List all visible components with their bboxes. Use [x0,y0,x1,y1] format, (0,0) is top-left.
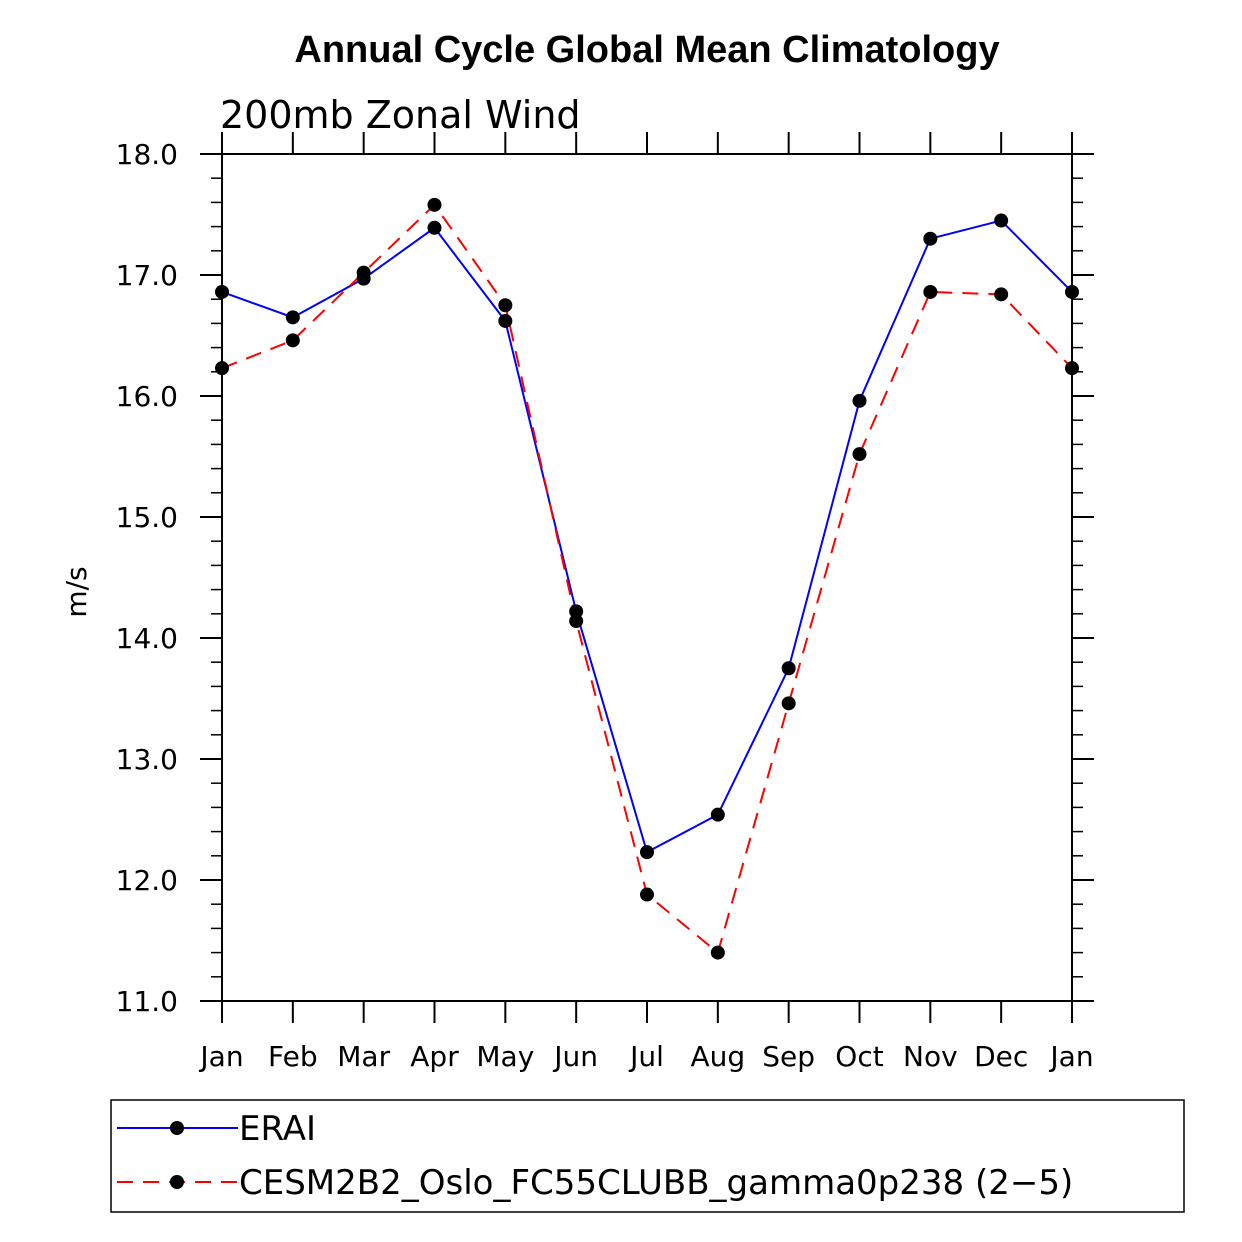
series-1-point [710,807,725,822]
series-1-point [498,313,513,328]
series-1-point [1065,284,1079,299]
series-layer [215,197,1079,960]
legend-label-2: CESM2B2_Oslo_FC55CLUBB_gamma0p238 (2−5) [239,1163,1073,1203]
chart-title: Annual Cycle Global Mean Climatology [294,29,999,71]
series-2-point [781,696,796,711]
series-2-point [994,287,1009,302]
x-tick-label: Jul [628,1040,664,1073]
series-2-point [498,298,513,313]
series-2-point [710,945,725,960]
y-tick-label: 15.0 [116,501,178,534]
x-tick-label: May [476,1040,534,1073]
x-tick-label: Dec [974,1040,1028,1073]
series-1-point [923,231,938,246]
y-tick-label: 14.0 [116,622,178,655]
x-tick-label: Feb [268,1040,318,1073]
y-tick-label: 16.0 [116,380,178,413]
series-1-point [994,213,1009,228]
series-2-point [640,887,654,902]
legend-swatch-marker-1 [170,1121,184,1135]
legend-box [110,1099,1185,1213]
series-line-2 [221,203,1073,955]
series-2-point [356,265,371,280]
series-2-point [923,284,938,299]
x-tick-label: Jan [198,1040,243,1073]
legend-label-1: ERAI [239,1109,316,1149]
series-1-point [781,661,796,676]
axes-layer: 11.0 12.0 13.0 14.0 15.0 16.0 17.0 18.0 Jan Feb Ma… [116,132,1094,1073]
chart-subtitle: 200mb Zonal Wind [220,93,581,137]
x-tick-label: Nov [903,1040,958,1073]
legend: ERAI CESM2B2_Oslo_FC55CLUBB_gamma0p238 (2… [110,1099,1185,1213]
y-tick-label: 17.0 [116,259,178,292]
x-tick-label: Jan [1048,1040,1093,1073]
x-tick-label: Mar [337,1040,390,1073]
series-1-point [569,604,584,619]
series-2-point [285,333,300,348]
plot-frame [221,153,1073,1002]
y-axis-label: m/s [60,566,93,617]
x-tick-label: Sep [762,1040,815,1073]
series-2-point [1065,361,1079,376]
series-1-point [215,284,229,299]
series-2-point [569,614,584,629]
x-tick-label: Aug [690,1040,745,1073]
x-tick-label: Apr [410,1040,459,1073]
series-line-1 [221,219,1073,854]
x-tick-label: Jun [552,1040,598,1073]
series-1-point [427,220,442,235]
series-2-point [215,361,229,376]
series-1-point [852,393,867,408]
series-2-point [427,197,442,212]
x-tick-label: Oct [835,1040,883,1073]
series-1-point [640,845,654,860]
y-tick-label: 11.0 [116,985,178,1018]
y-tick-label: 13.0 [116,743,178,776]
y-tick-label: 18.0 [116,138,178,171]
legend-swatch-marker-2 [170,1175,184,1189]
y-tick-label: 12.0 [116,864,178,897]
series-2-point [852,447,867,462]
series-1-point [285,310,300,325]
